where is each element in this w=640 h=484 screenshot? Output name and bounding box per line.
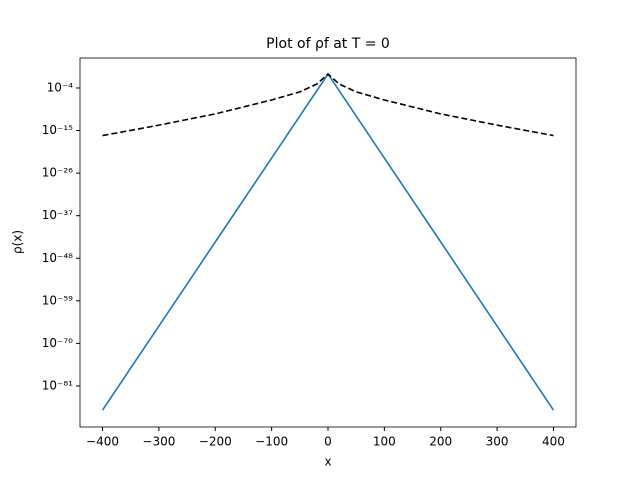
- y-tick-label: 10⁻¹⁵: [42, 123, 73, 137]
- line-series: [101, 72, 555, 411]
- y-axis-label: ρ(x): [11, 230, 25, 254]
- line-series: [102, 72, 554, 137]
- y-tick-label: 10⁻⁴: [47, 80, 74, 94]
- x-tick-label: −300: [142, 435, 175, 449]
- x-tick-label: 400: [542, 435, 565, 449]
- x-axis-label: x: [324, 455, 331, 469]
- x-tick-label: −200: [199, 435, 232, 449]
- x-tick-label: −100: [255, 435, 288, 449]
- chart-title: Plot of ρf at T = 0: [266, 36, 390, 52]
- x-tick-label: −400: [86, 435, 119, 449]
- x-tick-label: 100: [373, 435, 396, 449]
- x-tick-label: 200: [429, 435, 452, 449]
- y-tick-label: 10⁻⁸¹: [42, 378, 73, 392]
- x-tick-label: 0: [324, 435, 332, 449]
- y-tick-label: 10⁻²⁶: [42, 166, 73, 180]
- y-tick-label: 10⁻³⁷: [42, 208, 73, 222]
- plot-frame: [79, 57, 577, 428]
- y-tick-label: 10⁻⁵⁹: [42, 293, 73, 307]
- y-tick-label: 10⁻⁴⁸: [42, 251, 73, 265]
- x-tick-label: 300: [486, 435, 509, 449]
- y-tick-label: 10⁻⁷⁰: [42, 336, 73, 350]
